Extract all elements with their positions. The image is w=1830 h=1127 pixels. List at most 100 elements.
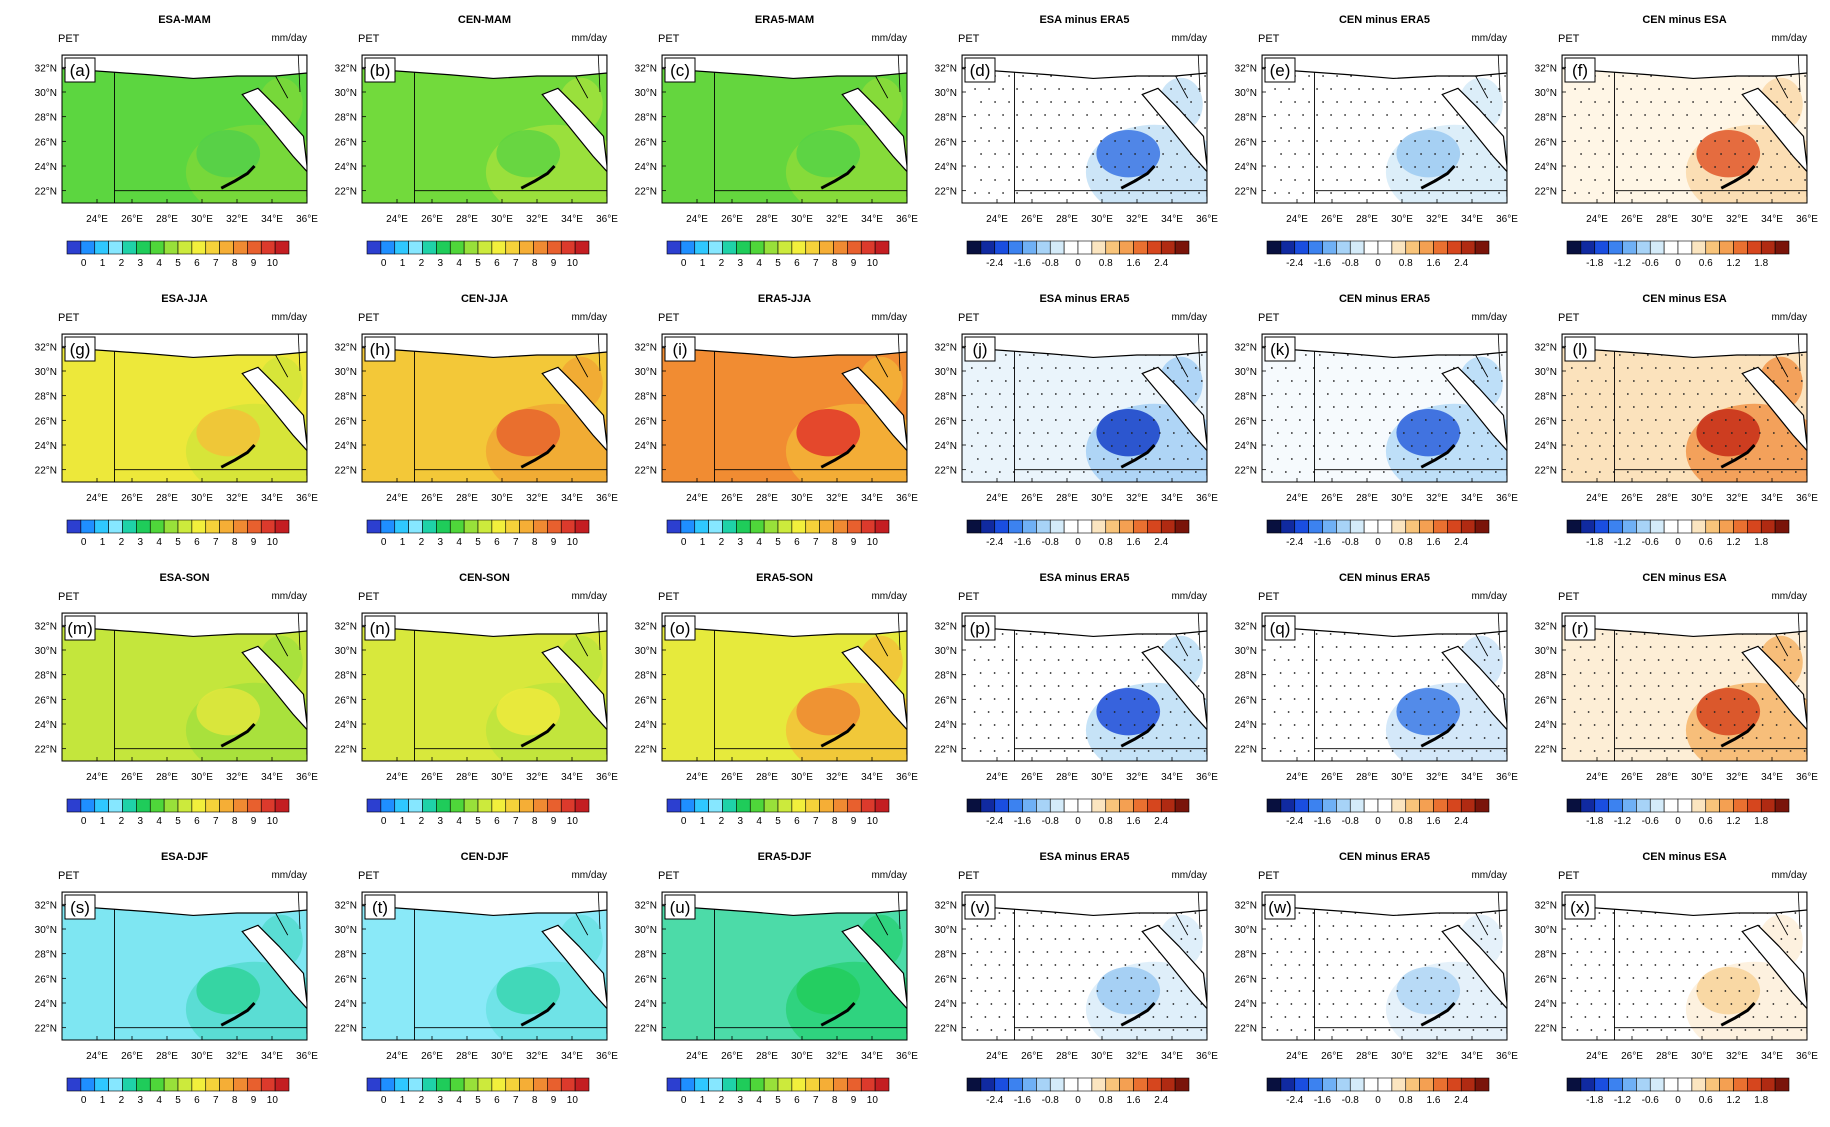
significance-dot bbox=[1682, 1016, 1685, 1018]
levant-border bbox=[1497, 55, 1501, 93]
colorbar-swatch bbox=[777, 519, 793, 534]
panel-units: mm/day bbox=[1171, 870, 1207, 881]
lon-tick-label: 26°E bbox=[1621, 493, 1643, 504]
lat-tick-label: 32°N bbox=[635, 900, 657, 911]
colorbar-swatch bbox=[380, 1077, 396, 1092]
map-field bbox=[62, 892, 307, 1040]
significance-dot bbox=[1321, 724, 1324, 726]
colorbar-swatch bbox=[463, 240, 479, 255]
colorbar-swatch bbox=[1677, 519, 1693, 534]
significance-dot bbox=[1794, 393, 1797, 395]
significance-dot bbox=[1385, 659, 1388, 661]
significance-dot bbox=[1388, 1029, 1391, 1031]
colorbar-tick-label: 0 bbox=[381, 537, 387, 548]
colorbar-swatch bbox=[1049, 519, 1065, 534]
significance-dot bbox=[1480, 471, 1483, 473]
colorbar-tick-label: 2.4 bbox=[1154, 816, 1168, 827]
significance-dot bbox=[1442, 114, 1444, 116]
significance-dot bbox=[1405, 724, 1408, 726]
lat-tick-label: 22°N bbox=[1535, 466, 1557, 477]
significance-dot bbox=[1643, 685, 1646, 687]
significance-dot bbox=[1161, 724, 1164, 726]
significance-dot bbox=[1162, 127, 1164, 129]
significance-dot bbox=[1276, 432, 1279, 434]
significance-dot bbox=[1730, 1029, 1733, 1031]
significance-dot bbox=[1444, 977, 1447, 979]
significance-dot bbox=[1758, 458, 1761, 460]
significance-dot bbox=[1706, 153, 1708, 155]
red-sea bbox=[1141, 924, 1207, 1034]
colorbar-swatch bbox=[1474, 798, 1490, 813]
significance-dot bbox=[1035, 750, 1038, 752]
map-frame bbox=[661, 891, 908, 1041]
lat-tick-label: 22°N bbox=[635, 466, 657, 477]
significance-dot bbox=[1057, 711, 1060, 713]
panel-label-box bbox=[364, 57, 396, 83]
significance-dot bbox=[1105, 750, 1108, 752]
significance-dot bbox=[1032, 1003, 1035, 1005]
significance-dot bbox=[1144, 458, 1147, 460]
significance-dot bbox=[1276, 925, 1279, 927]
significance-dot bbox=[1330, 192, 1332, 194]
significance-dot bbox=[988, 88, 990, 90]
colorbar-tick-label: 8 bbox=[532, 816, 538, 827]
colorbar-swatch bbox=[1391, 798, 1407, 813]
significance-dot bbox=[1730, 432, 1733, 434]
significance-dot bbox=[1574, 88, 1576, 90]
significance-dot bbox=[1026, 938, 1029, 940]
significance-dot bbox=[1074, 458, 1077, 460]
significance-dot bbox=[1727, 711, 1730, 713]
significance-dot bbox=[1026, 393, 1029, 395]
colorbar-swatch bbox=[491, 1077, 507, 1092]
significance-dot bbox=[1008, 127, 1010, 129]
significance-dot bbox=[1744, 406, 1747, 408]
significance-dot bbox=[1424, 445, 1427, 447]
significance-dot bbox=[1604, 1003, 1607, 1005]
significance-dot bbox=[1377, 698, 1380, 700]
lon-tick-label: 30°E bbox=[491, 493, 513, 504]
significance-dot bbox=[1484, 192, 1486, 194]
significance-dot bbox=[1346, 432, 1349, 434]
significance-dot bbox=[1696, 471, 1699, 473]
colorbar-tick-label: 2.4 bbox=[1454, 537, 1468, 548]
significance-dot bbox=[1169, 737, 1172, 739]
lat-tick-label: 28°N bbox=[635, 113, 657, 124]
significance-dot bbox=[984, 419, 987, 421]
significance-dot bbox=[1032, 432, 1035, 434]
significance-dot bbox=[1486, 458, 1489, 460]
colorbar-swatch bbox=[1474, 1077, 1490, 1092]
lon-tick-label: 26°E bbox=[1321, 1051, 1343, 1062]
eastern-border bbox=[275, 354, 289, 378]
map-frame bbox=[961, 333, 1208, 483]
significance-dot bbox=[1363, 750, 1366, 752]
panel-label-box bbox=[664, 57, 696, 83]
colorbar-tick-label: 1.8 bbox=[1754, 258, 1768, 269]
field-anomaly bbox=[496, 129, 561, 178]
red-sea bbox=[241, 924, 307, 1034]
colorbar-swatch bbox=[805, 1077, 820, 1092]
significance-dot bbox=[1029, 685, 1032, 687]
colorbar-swatch bbox=[1447, 240, 1462, 255]
colorbar-swatch bbox=[874, 1077, 890, 1092]
significance-dot bbox=[1344, 140, 1346, 142]
significance-dot bbox=[1766, 1016, 1769, 1018]
significance-dot bbox=[1724, 367, 1727, 369]
colorbar-swatch bbox=[1077, 519, 1093, 534]
significance-dot bbox=[1096, 393, 1099, 395]
significance-dot bbox=[1643, 633, 1646, 635]
lon-tick-label: 24°E bbox=[1286, 493, 1308, 504]
significance-dot bbox=[1018, 1003, 1021, 1005]
lon-tick-label: 28°E bbox=[1356, 1051, 1378, 1062]
colorbar-swatch bbox=[1308, 240, 1323, 255]
significance-dot bbox=[1396, 367, 1399, 369]
significance-dot bbox=[1186, 1003, 1189, 1005]
colorbar-swatch bbox=[1266, 798, 1282, 813]
lat-tick-label: 24°N bbox=[35, 441, 57, 452]
significance-dot bbox=[1724, 990, 1727, 992]
significance-dot bbox=[1640, 964, 1643, 966]
panel-units: mm/day bbox=[871, 591, 907, 602]
lake-nasser bbox=[1420, 164, 1456, 190]
significance-dot bbox=[1442, 140, 1444, 142]
significance-dot bbox=[1608, 153, 1610, 155]
